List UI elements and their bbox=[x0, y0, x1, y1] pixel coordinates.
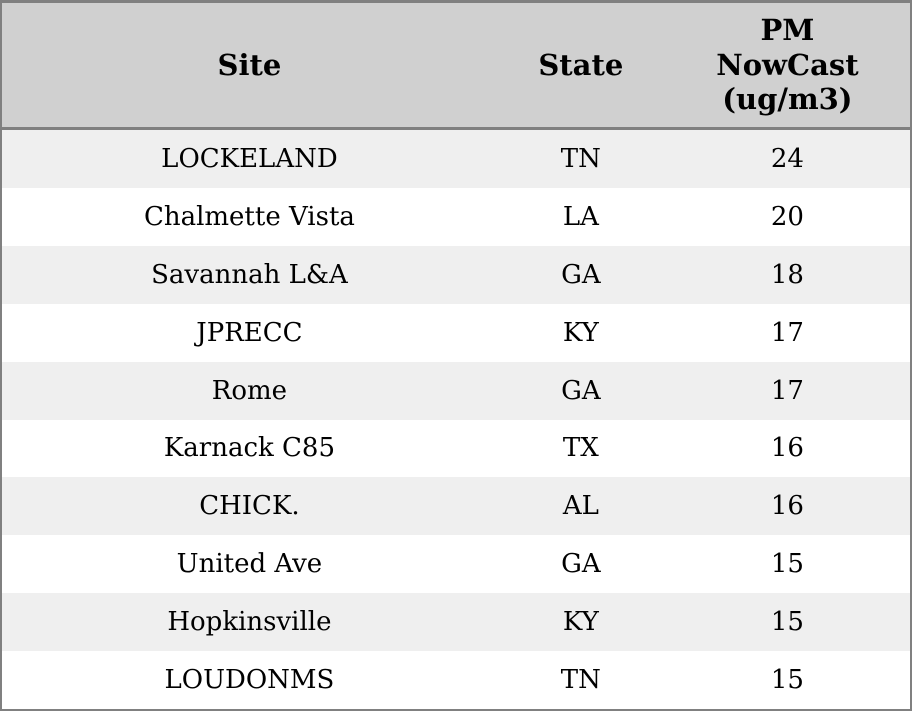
site-cell: Chalmette Vista bbox=[143, 201, 355, 232]
site-cell: Karnack C85 bbox=[163, 433, 336, 464]
pm-nowcast-cell: 24 bbox=[770, 143, 804, 174]
table-row: JPRECC KY 17 bbox=[2, 303, 910, 362]
site-cell: Rome bbox=[211, 375, 288, 406]
pm-nowcast-cell: 16 bbox=[770, 433, 804, 464]
site-cell: Savannah L&A bbox=[151, 259, 348, 290]
state-cell: TN bbox=[560, 665, 601, 696]
column-header-pm-nowcast: PM NowCast (ug/m3) bbox=[716, 12, 859, 117]
table-row: LOCKELAND TN 24 bbox=[2, 130, 910, 188]
site-cell: CHICK. bbox=[199, 491, 300, 522]
state-cell: TX bbox=[562, 433, 599, 464]
state-cell: LA bbox=[562, 201, 599, 232]
table-row: United Ave GA 15 bbox=[2, 535, 910, 594]
table-header-row: Site State PM NowCast (ug/m3) bbox=[2, 3, 910, 130]
pm-nowcast-cell: 16 bbox=[770, 491, 804, 522]
column-header-state: State bbox=[538, 47, 624, 82]
pm-nowcast-cell: 20 bbox=[770, 201, 804, 232]
table-row: Hopkinsville KY 15 bbox=[2, 593, 910, 652]
column-header-site: Site bbox=[217, 47, 282, 82]
site-cell: LOCKELAND bbox=[161, 143, 338, 174]
table-row: Savannah L&A GA 18 bbox=[2, 245, 910, 304]
site-cell: Hopkinsville bbox=[167, 607, 332, 638]
state-cell: GA bbox=[561, 549, 601, 580]
pm-nowcast-cell: 15 bbox=[770, 607, 804, 638]
state-cell: KY bbox=[562, 607, 599, 638]
pm-nowcast-cell: 15 bbox=[770, 665, 804, 696]
site-cell: JPRECC bbox=[196, 317, 303, 348]
state-cell: TN bbox=[560, 143, 601, 174]
pm-nowcast-cell: 18 bbox=[770, 259, 804, 290]
site-cell: United Ave bbox=[176, 549, 323, 580]
table-row: LOUDONMS TN 15 bbox=[2, 651, 910, 710]
state-cell: GA bbox=[561, 259, 601, 290]
pm-nowcast-cell: 17 bbox=[770, 375, 804, 406]
table-row: Karnack C85 TX 16 bbox=[2, 419, 910, 478]
state-cell: AL bbox=[562, 491, 599, 522]
state-cell: GA bbox=[561, 375, 601, 406]
state-cell: KY bbox=[562, 317, 599, 348]
table-row: Chalmette Vista LA 20 bbox=[2, 187, 910, 246]
pm-nowcast-cell: 15 bbox=[770, 549, 804, 580]
pm-nowcast-cell: 17 bbox=[770, 317, 804, 348]
table-row: CHICK. AL 16 bbox=[2, 477, 910, 536]
site-cell: LOUDONMS bbox=[164, 665, 335, 696]
table-row: Rome GA 17 bbox=[2, 361, 910, 420]
